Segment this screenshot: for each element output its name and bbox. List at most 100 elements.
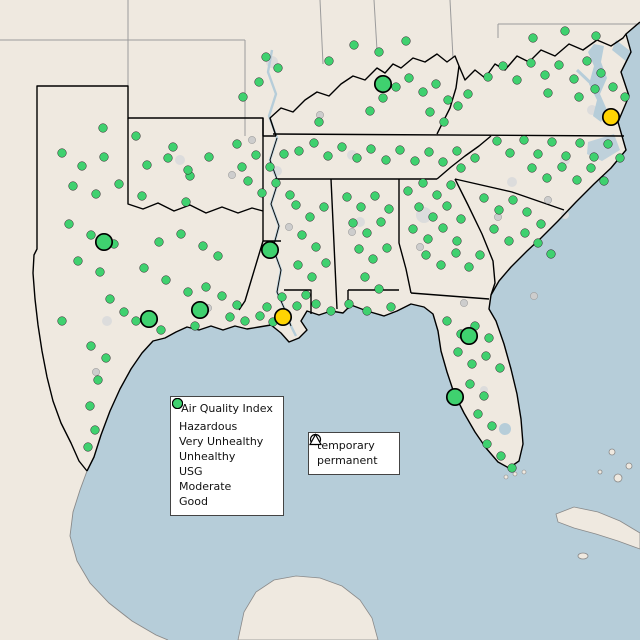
station-marker-good[interactable] [528,33,538,43]
station-marker-good[interactable] [475,250,485,260]
station-marker-good[interactable] [414,202,424,212]
station-marker-good[interactable] [438,157,448,167]
station-marker-good[interactable] [77,161,87,171]
station-marker-good[interactable] [533,238,543,248]
station-marker-good[interactable] [262,302,272,312]
station-marker-good[interactable] [508,195,518,205]
station-marker-large-good[interactable] [260,240,280,260]
station-marker-good[interactable] [181,197,191,207]
station-marker-good[interactable] [428,212,438,222]
station-marker-good[interactable] [294,146,304,156]
station-marker-good[interactable] [342,192,352,202]
station-marker-inactive[interactable] [248,136,256,144]
station-marker-good[interactable] [213,251,223,261]
station-marker-good[interactable] [101,353,111,363]
station-marker-large-good[interactable] [373,74,393,94]
station-marker-good[interactable] [505,148,515,158]
station-marker-good[interactable] [261,52,271,62]
station-marker-good[interactable] [560,26,570,36]
station-marker-good[interactable] [86,341,96,351]
station-marker-good[interactable] [591,31,601,41]
station-marker-good[interactable] [271,178,281,188]
station-marker-good[interactable] [238,92,248,102]
station-marker-good[interactable] [561,151,571,161]
station-marker-good[interactable] [57,316,67,326]
station-marker-good[interactable] [198,241,208,251]
station-marker-good[interactable] [176,229,186,239]
station-marker-good[interactable] [374,284,384,294]
station-marker-good[interactable] [95,267,105,277]
station-marker-good[interactable] [603,139,613,149]
station-marker-good[interactable] [64,219,74,229]
station-marker-good[interactable] [431,79,441,89]
station-marker-good[interactable] [391,82,401,92]
station-marker-good[interactable] [285,190,295,200]
station-marker-good[interactable] [279,149,289,159]
station-marker-good[interactable] [507,463,517,473]
station-marker-good[interactable] [424,147,434,157]
station-marker-good[interactable] [183,287,193,297]
station-marker-good[interactable] [91,189,101,199]
station-marker-inactive[interactable] [460,299,468,307]
station-marker-good[interactable] [93,375,103,385]
station-marker-good[interactable] [273,63,283,73]
station-marker-good[interactable] [596,68,606,78]
station-marker-good[interactable] [547,137,557,147]
station-marker-good[interactable] [519,135,529,145]
station-marker-good[interactable] [442,201,452,211]
station-marker-large-good[interactable] [94,232,114,252]
station-marker-good[interactable] [137,191,147,201]
station-marker-large-good[interactable] [459,326,479,346]
station-marker-good[interactable] [83,442,93,452]
station-marker-good[interactable] [305,212,315,222]
station-marker-good[interactable] [225,312,235,322]
station-marker-good[interactable] [154,237,164,247]
station-marker-good[interactable] [370,191,380,201]
station-marker-good[interactable] [217,291,227,301]
station-marker-good[interactable] [586,163,596,173]
station-marker-good[interactable] [163,153,173,163]
station-marker-good[interactable] [446,180,456,190]
station-marker-good[interactable] [237,162,247,172]
station-marker-good[interactable] [599,176,609,186]
station-marker-good[interactable] [337,142,347,152]
station-marker-good[interactable] [57,148,67,158]
station-marker-good[interactable] [504,236,514,246]
station-marker-good[interactable] [365,106,375,116]
station-marker-inactive[interactable] [544,196,552,204]
station-marker-good[interactable] [265,162,275,172]
station-marker-good[interactable] [575,138,585,148]
station-marker-good[interactable] [489,224,499,234]
station-marker-good[interactable] [410,156,420,166]
station-marker-good[interactable] [277,292,287,302]
station-marker-large-moderate[interactable] [601,107,621,127]
station-marker-good[interactable] [527,163,537,173]
station-marker-good[interactable] [368,254,378,264]
station-marker-good[interactable] [452,236,462,246]
station-marker-large-good[interactable] [190,300,210,320]
station-marker-good[interactable] [432,190,442,200]
station-marker-good[interactable] [512,75,522,85]
station-marker-good[interactable] [470,153,480,163]
station-marker-good[interactable] [404,73,414,83]
station-marker-good[interactable] [366,144,376,154]
station-marker-inactive[interactable] [285,223,293,231]
station-marker-good[interactable] [309,138,319,148]
station-marker-good[interactable] [243,176,253,186]
station-marker-good[interactable] [484,333,494,343]
station-marker-good[interactable] [465,379,475,389]
station-marker-good[interactable] [395,145,405,155]
station-marker-good[interactable] [615,153,625,163]
station-marker-good[interactable] [473,409,483,419]
station-marker-good[interactable] [384,204,394,214]
station-marker-good[interactable] [297,230,307,240]
station-marker-inactive[interactable] [416,243,424,251]
station-marker-inactive[interactable] [92,368,100,376]
station-marker-good[interactable] [496,451,506,461]
station-marker-good[interactable] [85,401,95,411]
station-marker-good[interactable] [321,258,331,268]
station-marker-good[interactable] [349,40,359,50]
station-marker-good[interactable] [451,248,461,258]
station-marker-good[interactable] [307,272,317,282]
station-marker-good[interactable] [255,311,265,321]
